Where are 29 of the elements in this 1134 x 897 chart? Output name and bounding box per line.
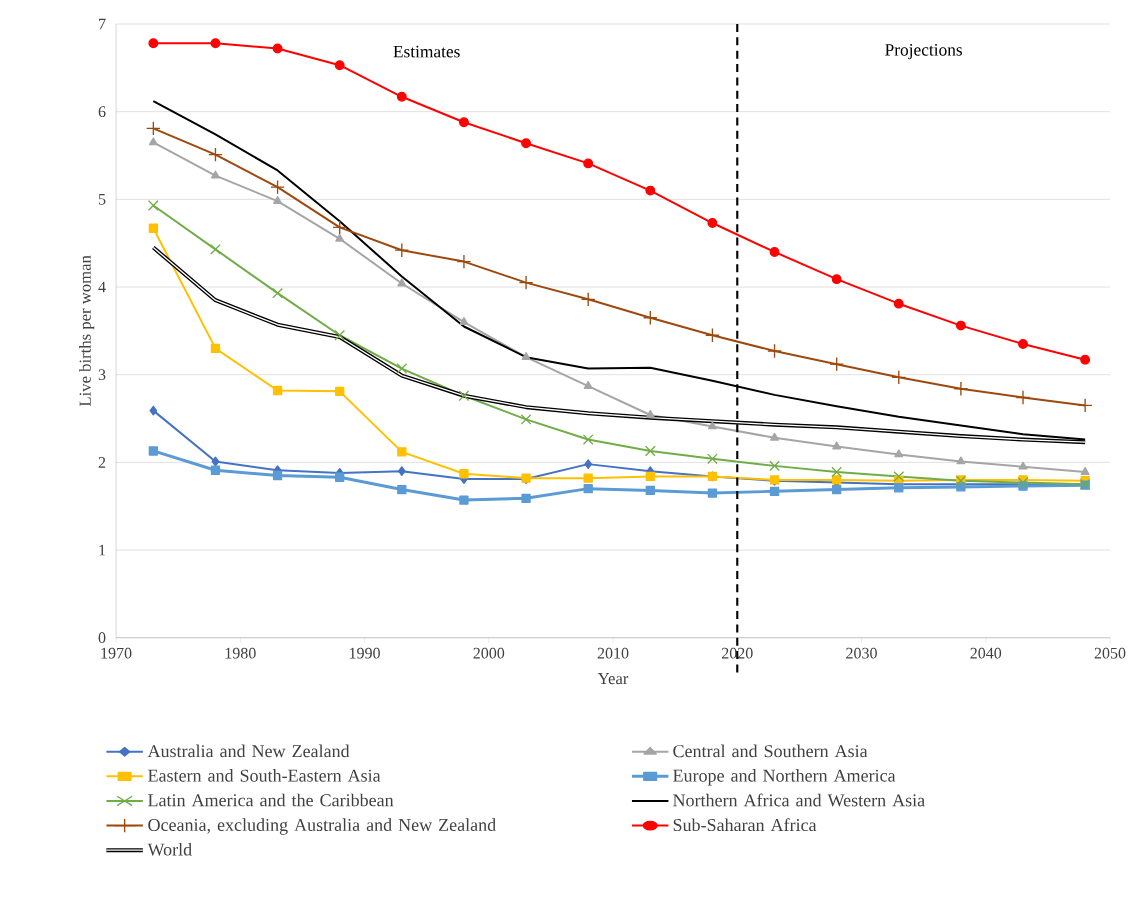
x-tick-label: 2010	[597, 647, 629, 659]
y-tick-label: 4	[98, 281, 106, 293]
legend-label: Sub-Saharan Africa	[673, 818, 817, 832]
legend-label: Oceania, excluding Australia and New Zealand	[148, 818, 496, 835]
legend-label: Australia and New Zealand	[147, 744, 350, 758]
y-tick-label: 5	[98, 194, 106, 205]
legend-label: Northern Africa and Western Asia	[673, 793, 925, 807]
y-tick-label: 3	[98, 369, 106, 381]
x-tick-label: 2050	[1094, 647, 1126, 659]
legend-label: Latin America and the Caribbean	[148, 793, 394, 807]
legend-label: Central and Southern Asia	[673, 744, 868, 758]
legend-label: Eastern and South-Eastern Asia	[148, 769, 381, 782]
x-tick-label: 1990	[349, 647, 380, 659]
y-tick-label: 6	[98, 106, 106, 118]
y-tick-label: 2	[98, 457, 106, 468]
legend-label: World	[147, 843, 192, 856]
y-tick-label: 0	[98, 632, 106, 644]
x-tick-label: 1970	[101, 647, 132, 659]
x-axis-title: Year	[597, 673, 629, 685]
annotation: Projections	[885, 44, 963, 60]
y-tick-label: 1	[99, 544, 106, 556]
legend-label: Europe and Northern America	[673, 769, 896, 786]
x-tick-label: 2000	[473, 647, 505, 659]
x-tick-label: 1980	[225, 647, 256, 659]
annotation: Estimates	[393, 46, 460, 58]
y-axis-title: Live births per woman	[79, 255, 95, 407]
y-tick-label: 7	[99, 19, 106, 30]
x-tick-label: 2030	[846, 647, 877, 659]
x-tick-label: 2040	[970, 647, 1002, 659]
